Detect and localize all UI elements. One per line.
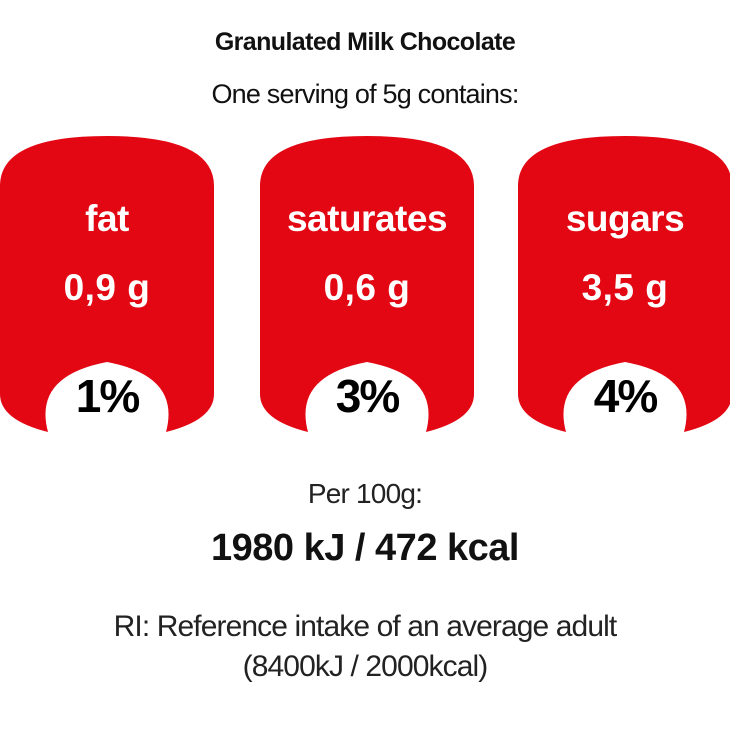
ri-footnote-line2: (8400kJ / 2000kcal): [242, 650, 489, 683]
nutrient-amount: 0,9 g: [63, 267, 151, 308]
product-title: Granulated Milk Chocolate: [214, 28, 516, 56]
ri-footnote-line1: RI: Reference intake of an average adult: [113, 610, 618, 643]
nutrient-ri-percent: 1%: [75, 370, 140, 422]
energy-value: 1980 kJ / 472 kcal: [211, 527, 519, 569]
nutrient-ri-percent: 3%: [335, 370, 400, 422]
badge-shape-icon: [0, 136, 214, 432]
nutrient-label: sugars: [565, 198, 685, 239]
nutrient-label: saturates: [286, 198, 448, 239]
nutrient-ri-percent: 4%: [593, 370, 658, 422]
nutrient-badge-sugars: sugars 3,5 g 4%: [514, 136, 730, 436]
badge-shape-icon: [518, 136, 730, 432]
nutrient-amount: 0,6 g: [323, 267, 411, 308]
nutrient-badge-fat: fat 0,9 g 1%: [0, 136, 218, 436]
per-100g-label: Per 100g:: [307, 478, 423, 509]
nutrient-amount: 3,5 g: [581, 267, 669, 308]
nutrient-badge-saturates: saturates 0,6 g 3%: [256, 136, 478, 436]
badge-shape-icon: [260, 136, 474, 432]
serving-subtitle: One serving of 5g contains:: [211, 79, 519, 109]
nutrient-label: fat: [85, 198, 129, 239]
